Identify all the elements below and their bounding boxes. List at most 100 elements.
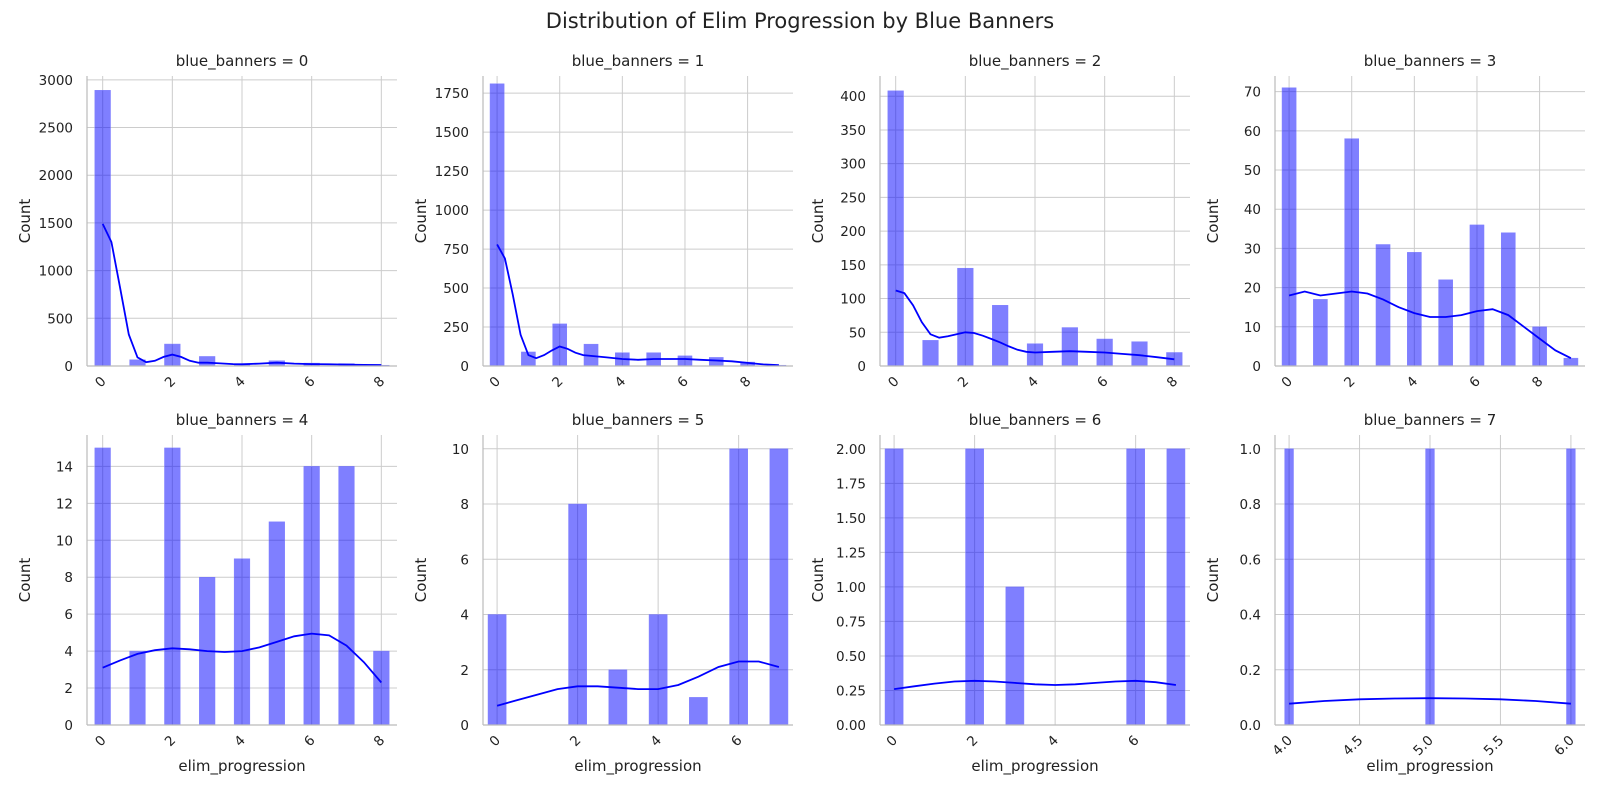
x-tick-label: 5.0 bbox=[1410, 733, 1437, 760]
y-tick-label: 150 bbox=[840, 258, 866, 274]
histogram-bar bbox=[303, 466, 320, 726]
y-tick-label: 10 bbox=[452, 442, 469, 458]
x-tick-label: 0 bbox=[487, 374, 504, 391]
y-tick-label: 1250 bbox=[435, 164, 469, 180]
y-axis-label: Count bbox=[412, 199, 430, 244]
subplot-2: 0 50 100 150 200 250 300 350 400 0 2 4 6 8 blue_banner… bbox=[809, 52, 1190, 391]
histogram-bar bbox=[1061, 327, 1078, 367]
subplot-4: 0 2 4 6 8 10 12 14 0 2 4 6 8 blue_banners = 4 Count eli… bbox=[16, 411, 397, 776]
y-tick-label: 0.75 bbox=[836, 614, 866, 630]
x-tick-label: 8 bbox=[371, 374, 388, 391]
y-tick-label: 0 bbox=[64, 718, 73, 734]
kde-line bbox=[1288, 290, 1572, 360]
histogram-bar bbox=[1126, 448, 1145, 726]
histogram-bar bbox=[884, 448, 904, 726]
y-tick-label: 0.6 bbox=[1240, 552, 1261, 568]
histogram-bar bbox=[373, 650, 390, 726]
subplot-title: blue_banners = 3 bbox=[1364, 52, 1497, 71]
y-tick-label: 2 bbox=[460, 663, 469, 679]
histogram-bar bbox=[129, 650, 146, 726]
y-tick-label: 50 bbox=[849, 325, 866, 341]
histogram-bar bbox=[1005, 586, 1025, 726]
histogram-bar bbox=[1500, 232, 1516, 367]
x-tick-label: 4 bbox=[612, 374, 629, 391]
y-tick-label: 4 bbox=[460, 608, 469, 624]
y-tick-label: 0 bbox=[857, 359, 866, 375]
y-tick-label: 1750 bbox=[435, 86, 469, 102]
x-tick-label: 6 bbox=[674, 374, 691, 391]
subplot-3: 0 10 20 30 40 50 60 70 0 2 4 6 8 blue_banners = 3 Coun… bbox=[1204, 52, 1585, 391]
y-tick-label: 250 bbox=[443, 320, 469, 336]
y-tick-label: 0.25 bbox=[836, 683, 866, 699]
x-tick-label: 4.5 bbox=[1340, 733, 1367, 760]
kde-line bbox=[893, 679, 1177, 690]
histogram-bar bbox=[1375, 244, 1391, 367]
subplot-7: 0.0 0.2 0.4 0.6 0.8 1.0 4.0 4.5 5.0 5.5 6.0 blue_ba… bbox=[1204, 411, 1585, 776]
histogram-bar bbox=[1026, 343, 1044, 367]
histogram-bar bbox=[1284, 448, 1294, 726]
histogram-bar bbox=[1425, 448, 1435, 726]
y-tick-label: 1500 bbox=[39, 216, 73, 232]
histogram-bar bbox=[94, 447, 111, 726]
histogram-bar bbox=[1532, 326, 1547, 367]
x-tick-label: 4.0 bbox=[1269, 733, 1296, 760]
histogram-bar bbox=[708, 357, 724, 367]
y-axis-label: Count bbox=[1204, 558, 1222, 603]
y-tick-label: 8 bbox=[64, 570, 73, 586]
histogram-bar bbox=[338, 466, 355, 726]
histogram-bar bbox=[677, 355, 693, 367]
histogram-bar bbox=[487, 614, 507, 726]
y-tick-label: 500 bbox=[443, 281, 469, 297]
x-axis-label: elim_progression bbox=[1366, 757, 1493, 776]
y-tick-label: 750 bbox=[443, 242, 469, 258]
x-tick-label: 8 bbox=[1529, 374, 1546, 391]
histogram-bar bbox=[887, 90, 904, 367]
x-tick-label: 4 bbox=[1024, 374, 1041, 391]
y-tick-label: 12 bbox=[56, 496, 73, 512]
y-tick-label: 70 bbox=[1244, 85, 1261, 101]
x-tick-label: 0 bbox=[92, 374, 109, 391]
kde-line bbox=[102, 632, 382, 684]
kde-line bbox=[1289, 697, 1571, 705]
x-tick-label: 6.0 bbox=[1551, 733, 1578, 760]
y-tick-label: 0 bbox=[1252, 359, 1261, 375]
y-tick-label: 0.00 bbox=[836, 718, 866, 734]
y-tick-label: 30 bbox=[1244, 241, 1261, 257]
histogram-bar bbox=[1438, 279, 1453, 367]
x-tick-label: 6 bbox=[301, 374, 318, 391]
y-tick-label: 2000 bbox=[39, 168, 73, 184]
histogram-bar bbox=[608, 669, 628, 726]
histogram-bar bbox=[164, 447, 181, 726]
x-tick-label: 2 bbox=[964, 733, 981, 750]
y-tick-label: 2.00 bbox=[836, 442, 866, 458]
y-tick-label: 0 bbox=[460, 718, 469, 734]
y-tick-label: 14 bbox=[56, 459, 73, 475]
x-tick-label: 8 bbox=[737, 374, 754, 391]
kde-line bbox=[496, 243, 779, 367]
kde-line bbox=[895, 289, 1175, 361]
y-tick-label: 8 bbox=[460, 497, 469, 513]
y-tick-label: 50 bbox=[1244, 163, 1261, 179]
x-tick-label: 2 bbox=[162, 733, 179, 750]
y-tick-label: 6 bbox=[460, 552, 469, 568]
y-tick-label: 0.4 bbox=[1240, 608, 1261, 624]
subplot-title: blue_banners = 0 bbox=[176, 52, 309, 71]
histogram-bar bbox=[992, 305, 1009, 367]
subplot-6: 0.00 0.25 0.50 0.75 1.00 1.25 1.50 1.75 2.00 0 2 4 6… bbox=[809, 411, 1190, 776]
histogram-bar bbox=[1313, 299, 1328, 367]
histogram-bar bbox=[689, 697, 708, 726]
y-tick-label: 20 bbox=[1244, 281, 1261, 297]
x-tick-label: 4 bbox=[1045, 733, 1062, 750]
y-tick-label: 350 bbox=[840, 123, 866, 139]
histogram-bar bbox=[648, 614, 668, 726]
kde-line bbox=[101, 223, 382, 366]
y-tick-label: 4 bbox=[64, 644, 73, 660]
y-tick-label: 1.0 bbox=[1240, 442, 1261, 458]
y-tick-label: 400 bbox=[840, 89, 866, 105]
y-tick-label: 1000 bbox=[39, 264, 73, 280]
histogram-bar bbox=[552, 323, 568, 367]
y-tick-label: 10 bbox=[1244, 320, 1261, 336]
x-tick-label: 8 bbox=[1164, 374, 1181, 391]
subplot-title: blue_banners = 6 bbox=[969, 411, 1102, 430]
